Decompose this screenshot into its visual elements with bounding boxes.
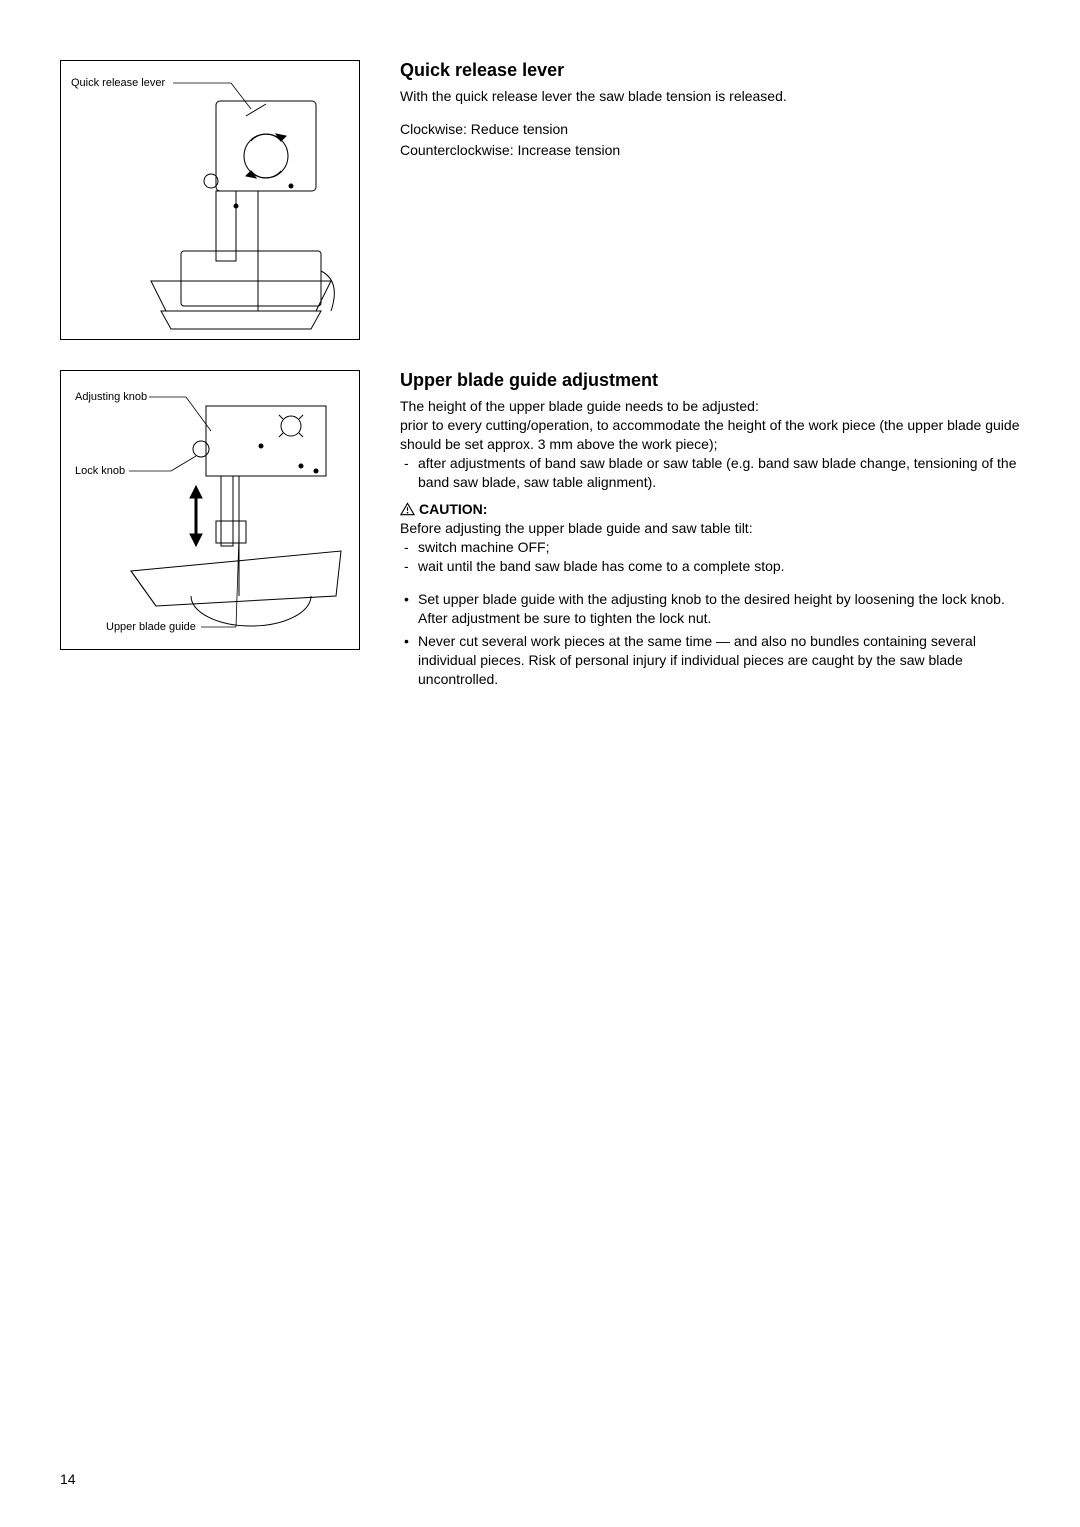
figure-column-1: Quick release lever xyxy=(60,60,380,340)
upper-guide-dash-list-1: after adjustments of band saw blade or s… xyxy=(400,454,1020,492)
dash-item-after-adjustments: after adjustments of band saw blade or s… xyxy=(400,454,1020,492)
caution-row: CAUTION: xyxy=(400,501,1020,517)
figure-2-drawing xyxy=(61,371,360,650)
figure-1: Quick release lever xyxy=(60,60,360,340)
caution-label: CAUTION: xyxy=(419,501,487,517)
text-column-1: Quick release lever With the quick relea… xyxy=(380,60,1020,340)
heading-quick-release: Quick release lever xyxy=(400,60,1020,81)
text-column-2: Upper blade guide adjustment The height … xyxy=(380,370,1020,703)
quick-release-ccw: Counterclockwise: Increase tension xyxy=(400,141,1020,160)
section-upper-guide: Adjusting knob Lock knob Upper blade gui… xyxy=(60,370,1020,703)
bullet-never-cut-several: Never cut several work pieces at the sam… xyxy=(400,632,1020,689)
quick-release-desc: With the quick release lever the saw bla… xyxy=(400,87,1020,106)
bullet-sub-tighten: After adjustment be sure to tighten the … xyxy=(400,609,1020,628)
upper-guide-intro: The height of the upper blade guide need… xyxy=(400,397,1020,416)
bullet-set-guide: Set upper blade guide with the adjusting… xyxy=(400,590,1020,609)
section-quick-release: Quick release lever xyxy=(60,60,1020,340)
figure-2: Adjusting knob Lock knob Upper blade gui… xyxy=(60,370,360,650)
dash-item-switch-off: switch machine OFF; xyxy=(400,538,1020,557)
quick-release-cw: Clockwise: Reduce tension xyxy=(400,120,1020,139)
page: Quick release lever xyxy=(0,0,1080,773)
dash-item-wait-stop: wait until the band saw blade has come t… xyxy=(400,557,1020,576)
instruction-bullet-list-2: Never cut several work pieces at the sam… xyxy=(400,632,1020,689)
figure-1-drawing xyxy=(61,61,360,340)
figure-column-2: Adjusting knob Lock knob Upper blade gui… xyxy=(60,370,380,703)
caution-desc: Before adjusting the upper blade guide a… xyxy=(400,519,1020,538)
upper-guide-prior: prior to every cutting/operation, to acc… xyxy=(400,416,1020,454)
warning-icon xyxy=(400,502,415,516)
instruction-bullet-list: Set upper blade guide with the adjusting… xyxy=(400,590,1020,609)
page-number: 14 xyxy=(60,1471,76,1487)
heading-upper-guide: Upper blade guide adjustment xyxy=(400,370,1020,391)
caution-dash-list: switch machine OFF; wait until the band … xyxy=(400,538,1020,576)
